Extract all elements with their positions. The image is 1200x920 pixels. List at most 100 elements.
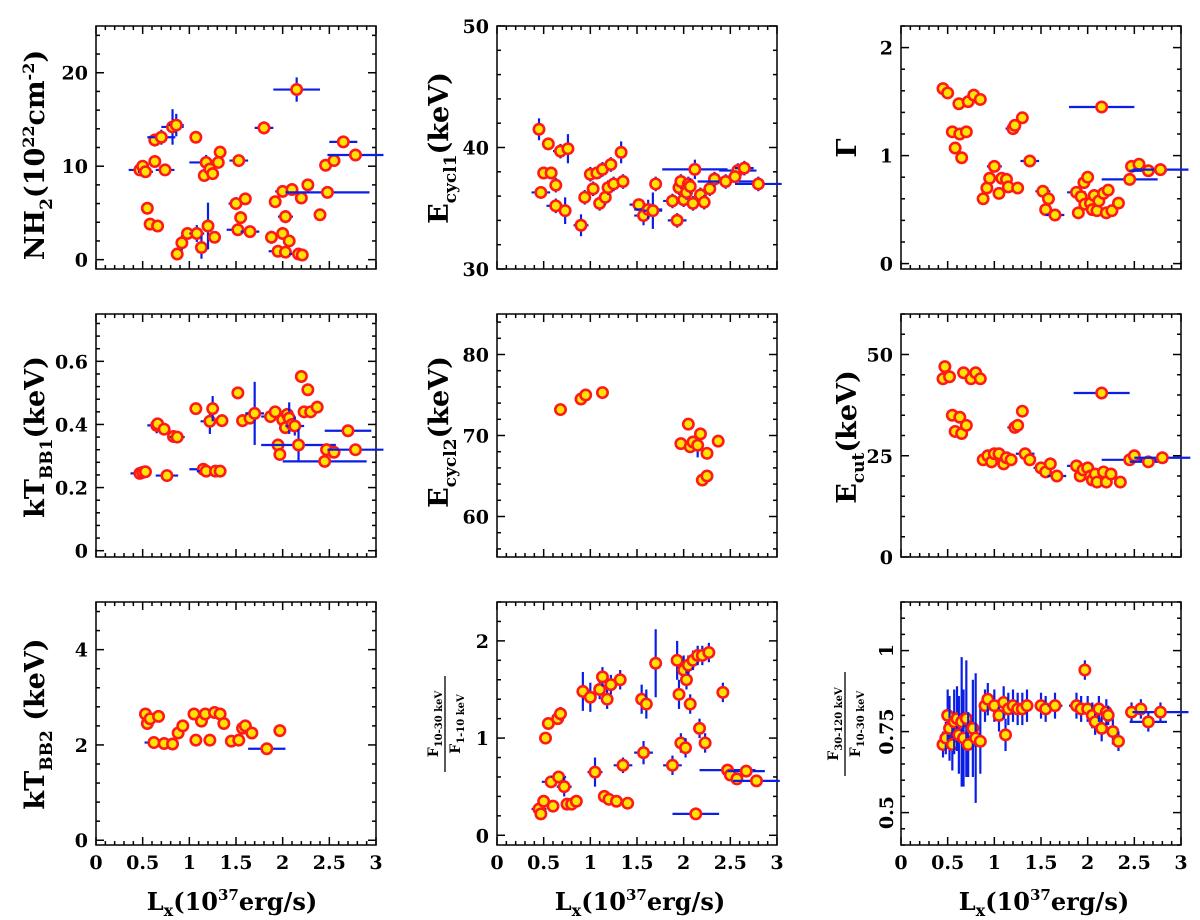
- data-point: [189, 402, 203, 416]
- marker: [1023, 453, 1037, 467]
- data-point: [201, 202, 215, 250]
- y-tick-label: 0: [75, 541, 88, 563]
- marker: [544, 166, 558, 180]
- marker: [649, 177, 663, 191]
- marker: [737, 161, 751, 175]
- ylabel-gamma: Γ: [832, 138, 863, 157]
- data-point: [1041, 192, 1055, 206]
- marker: [973, 92, 987, 106]
- marker: [1023, 154, 1037, 168]
- data-point: [735, 160, 754, 176]
- marker: [348, 443, 362, 457]
- marker: [976, 192, 990, 206]
- data-point: [285, 416, 305, 436]
- marker: [152, 709, 166, 723]
- marker: [232, 154, 246, 168]
- marker: [646, 204, 660, 218]
- marker: [749, 774, 763, 788]
- y-tick-label: 0.75: [876, 708, 898, 754]
- data-point: [595, 386, 609, 400]
- marker: [170, 247, 184, 261]
- data-point: [147, 129, 176, 145]
- data-point: [1132, 163, 1189, 177]
- marker: [257, 121, 271, 135]
- marker: [553, 403, 567, 417]
- svg-text:kTBB1(keV): kTBB1(keV): [20, 356, 57, 518]
- marker: [683, 697, 697, 711]
- marker: [292, 438, 306, 452]
- panel-ecut: 0 25 50: [867, 313, 1191, 569]
- marker: [157, 422, 171, 436]
- marker: [670, 213, 684, 227]
- svg-text:F30-120 keV: F30-120 keV: [826, 687, 845, 761]
- marker: [593, 682, 607, 696]
- marker: [614, 145, 628, 159]
- marker: [613, 673, 627, 687]
- data-point: [556, 776, 572, 797]
- marker: [1101, 708, 1115, 722]
- data-point: [616, 174, 630, 189]
- data-point: [327, 443, 384, 457]
- x-tick-label: 0: [89, 852, 102, 874]
- x-tick-label: 2: [677, 852, 690, 874]
- y-tick-label: 50: [463, 16, 489, 38]
- data-point: [234, 211, 248, 225]
- marker: [700, 469, 714, 483]
- data-point: [176, 719, 190, 733]
- data-point: [679, 738, 693, 758]
- plot-frame: [95, 313, 377, 558]
- marker: [217, 716, 231, 730]
- y-tick-label: 25: [867, 446, 893, 468]
- panel-nh2: 0 10 20: [62, 25, 384, 272]
- panel-flux-ratio-2: 0 0.5 1 1.5 2 2.5 3 0.5 0.75 1: [876, 601, 1189, 874]
- data-point: [735, 176, 782, 192]
- data-point: [278, 245, 292, 259]
- data-point: [301, 383, 315, 397]
- marker: [264, 230, 278, 244]
- data-point: [1134, 699, 1148, 719]
- data-point: [539, 731, 553, 745]
- marker: [147, 736, 161, 750]
- data-point: [716, 682, 730, 703]
- data-point: [541, 137, 555, 151]
- marker: [243, 225, 257, 239]
- data-point: [546, 799, 560, 813]
- svg-text:F10-30 keV: F10-30 keV: [848, 691, 867, 758]
- x-tick-label: 0: [894, 852, 907, 874]
- data-point: [941, 86, 955, 100]
- data-point: [1011, 181, 1025, 195]
- marker: [959, 125, 973, 139]
- marker: [688, 162, 702, 176]
- data-point: [952, 97, 966, 111]
- plot-frame: [900, 601, 1182, 846]
- data-point: [948, 141, 962, 155]
- data-point: [329, 135, 358, 149]
- marker: [1111, 734, 1125, 748]
- x-tick-label: 1: [183, 852, 196, 874]
- data-point: [986, 159, 1002, 173]
- data-point: [168, 113, 184, 137]
- data-point: [254, 121, 274, 135]
- data-point: [273, 724, 287, 738]
- data-point: [1047, 692, 1063, 719]
- y-tick-label: 0: [880, 547, 893, 569]
- data-point: [992, 699, 1006, 732]
- marker: [294, 369, 308, 383]
- marker: [534, 807, 548, 821]
- x-tick-label: 3: [1174, 852, 1187, 874]
- data-point: [1020, 154, 1040, 168]
- data-point: [1132, 702, 1189, 722]
- marker: [941, 86, 955, 100]
- marker: [569, 794, 583, 808]
- marker: [689, 807, 703, 821]
- data-point: [304, 405, 318, 419]
- svg-text:F1-10 keV: F1-10 keV: [448, 694, 467, 754]
- marker: [1155, 451, 1169, 465]
- marker: [691, 438, 705, 452]
- marker: [148, 155, 162, 169]
- data-point: [983, 171, 997, 185]
- x-tick-label: 2: [276, 852, 289, 874]
- data-point: [551, 770, 567, 784]
- svg-text:Γ: Γ: [832, 138, 863, 157]
- marker: [1020, 699, 1034, 713]
